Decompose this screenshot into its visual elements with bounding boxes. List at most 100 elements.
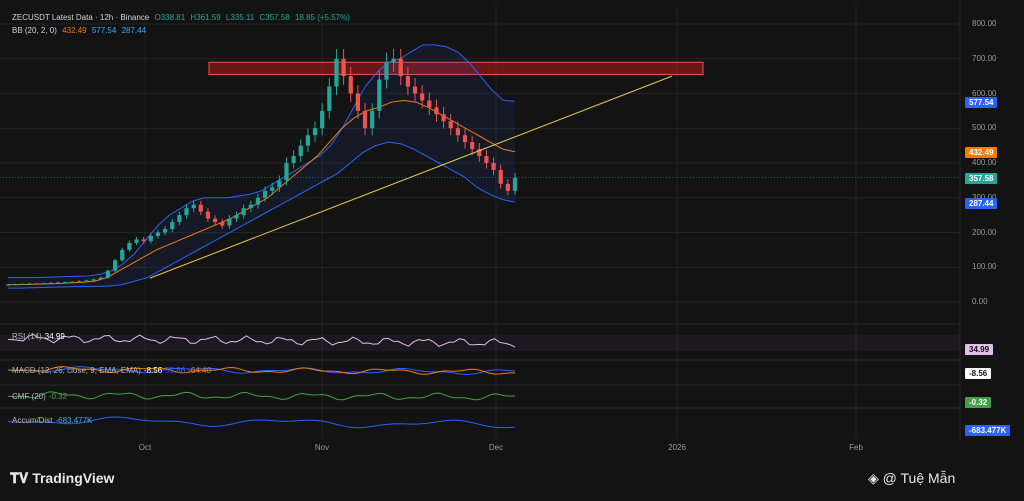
candle-body [5, 284, 11, 286]
candle-body [13, 284, 18, 286]
cmf-tag: -0.32 [965, 397, 992, 408]
pane-separators [0, 0, 961, 440]
candle-body [305, 135, 311, 146]
candle-body [234, 215, 239, 219]
candle-body [120, 249, 125, 261]
candle-body [212, 218, 218, 223]
candle-body [270, 187, 275, 191]
candle-body [398, 58, 403, 77]
candle-body [291, 156, 296, 163]
candle-body [84, 280, 89, 282]
candle-body [391, 58, 396, 63]
rsi-value: 34.99 [44, 332, 65, 341]
candle-body [298, 145, 303, 157]
rsi-band [0, 335, 960, 351]
candle-body [191, 204, 196, 209]
candle-body [70, 281, 75, 283]
candle-body [241, 208, 246, 216]
tv-brand-text: TradingView [32, 470, 115, 486]
candle-body [205, 211, 211, 219]
y-tick-label: 600.00 [972, 88, 997, 98]
x-tick-label: Nov [314, 443, 330, 452]
candle-body [48, 282, 53, 284]
candle-body [498, 169, 503, 184]
ad-tag: -683.477K [965, 425, 1011, 436]
y-tick-label: 700.00 [972, 53, 997, 63]
x-tick-label: Feb [849, 443, 863, 452]
symbol-title[interactable]: ZECUSDT Latest Data · 12h · Binance [12, 13, 150, 22]
bb-lower-tag: 287.44 [965, 198, 998, 209]
candle-body [91, 279, 96, 281]
ohlc-close: C357.58 [259, 13, 290, 22]
y-tick-label: 400.00 [972, 158, 997, 167]
candle-body [198, 204, 203, 212]
candle-body [355, 93, 361, 111]
accum-dist-line [7, 416, 516, 429]
candle-body [134, 239, 139, 243]
bollinger-upper-line [8, 44, 516, 279]
trendline[interactable] [149, 75, 673, 279]
candle-body [277, 180, 282, 188]
y-tick-label: 0.00 [972, 297, 988, 306]
bb-basis-value: 432.49 [62, 26, 87, 35]
bb-upper-value: 577.54 [91, 26, 117, 35]
bollinger-basis-line [8, 99, 516, 286]
candle-body [312, 128, 318, 136]
candle-body [162, 229, 168, 233]
candle-body [320, 110, 325, 129]
candle-body [127, 242, 132, 250]
candle-body [77, 281, 82, 283]
candle-body [248, 204, 253, 209]
watermark-text: @ Tuệ Mẫn [882, 470, 956, 486]
cmf-legend[interactable]: CMF (20) -0.32 [12, 392, 70, 401]
bb-lower-value: 287.44 [121, 26, 147, 35]
macd-legend[interactable]: MACD (12, 26, close, 9, EMA, EMA) -8.56 55… [12, 366, 214, 375]
macd-signal-line [7, 366, 516, 375]
candle-body [155, 232, 161, 236]
macd-histogram-value: -64.40 [188, 366, 211, 375]
ohlc-open: O338.81 [154, 13, 186, 22]
candle-body [370, 110, 375, 129]
macd-label: MACD (12, 26, close, 9, EMA, EMA) [12, 366, 141, 375]
resistance-zone[interactable] [208, 61, 704, 75]
candle-body [148, 235, 153, 242]
ohlc-high: H361.59 [190, 13, 221, 22]
y-tick-label: 100.00 [972, 262, 997, 272]
candle-body [448, 121, 453, 129]
x-tick-label: Dec [488, 443, 504, 452]
bollinger-band-fill [8, 44, 515, 289]
bb-legend[interactable]: BB (20, 2, 0) 432.49 577.54 287.44 [12, 26, 149, 35]
ad-label: Accum/Dist [12, 416, 53, 425]
binance-diamond-icon: ◈ [868, 470, 879, 486]
candle-body [20, 283, 25, 285]
candle-body [284, 163, 289, 181]
rsi-legend[interactable]: RSI (14) 34.99 [12, 332, 68, 341]
candle-body [362, 110, 368, 129]
tradingview-logo[interactable]: 𝐓𝐕 TradingView [10, 470, 114, 487]
candle-body [377, 79, 382, 111]
candle-body [27, 283, 32, 285]
candle-body [412, 86, 418, 94]
ohlc-low: L335.11 [225, 13, 255, 22]
candle-body [420, 93, 425, 101]
x-tick-label: 2026 [668, 443, 686, 452]
candle-body [220, 222, 225, 226]
ad-value: -683.477K [55, 416, 93, 425]
watermark: ◈ @ Tuệ Mẫn [868, 470, 955, 487]
symbol-header: ZECUSDT Latest Data · 12h · Binance O338… [12, 13, 353, 22]
grid-lines [0, 6, 960, 438]
rsi-tag: 34.99 [965, 344, 994, 355]
y-tick-label: 300.00 [972, 193, 996, 202]
candle-body [477, 149, 482, 157]
last-price-tag: 357.58 [965, 173, 998, 184]
candle-body [427, 100, 432, 108]
ad-legend[interactable]: Accum/Dist -683.477K [12, 416, 95, 425]
rsi-label: RSI (14) [12, 332, 42, 341]
bb-upper-tag: 577.54 [965, 97, 998, 108]
cmf-value: -0.32 [48, 392, 68, 401]
candle-body [34, 283, 39, 285]
candle-body [255, 197, 261, 205]
candle-body [63, 282, 68, 284]
candle-body [434, 107, 439, 115]
